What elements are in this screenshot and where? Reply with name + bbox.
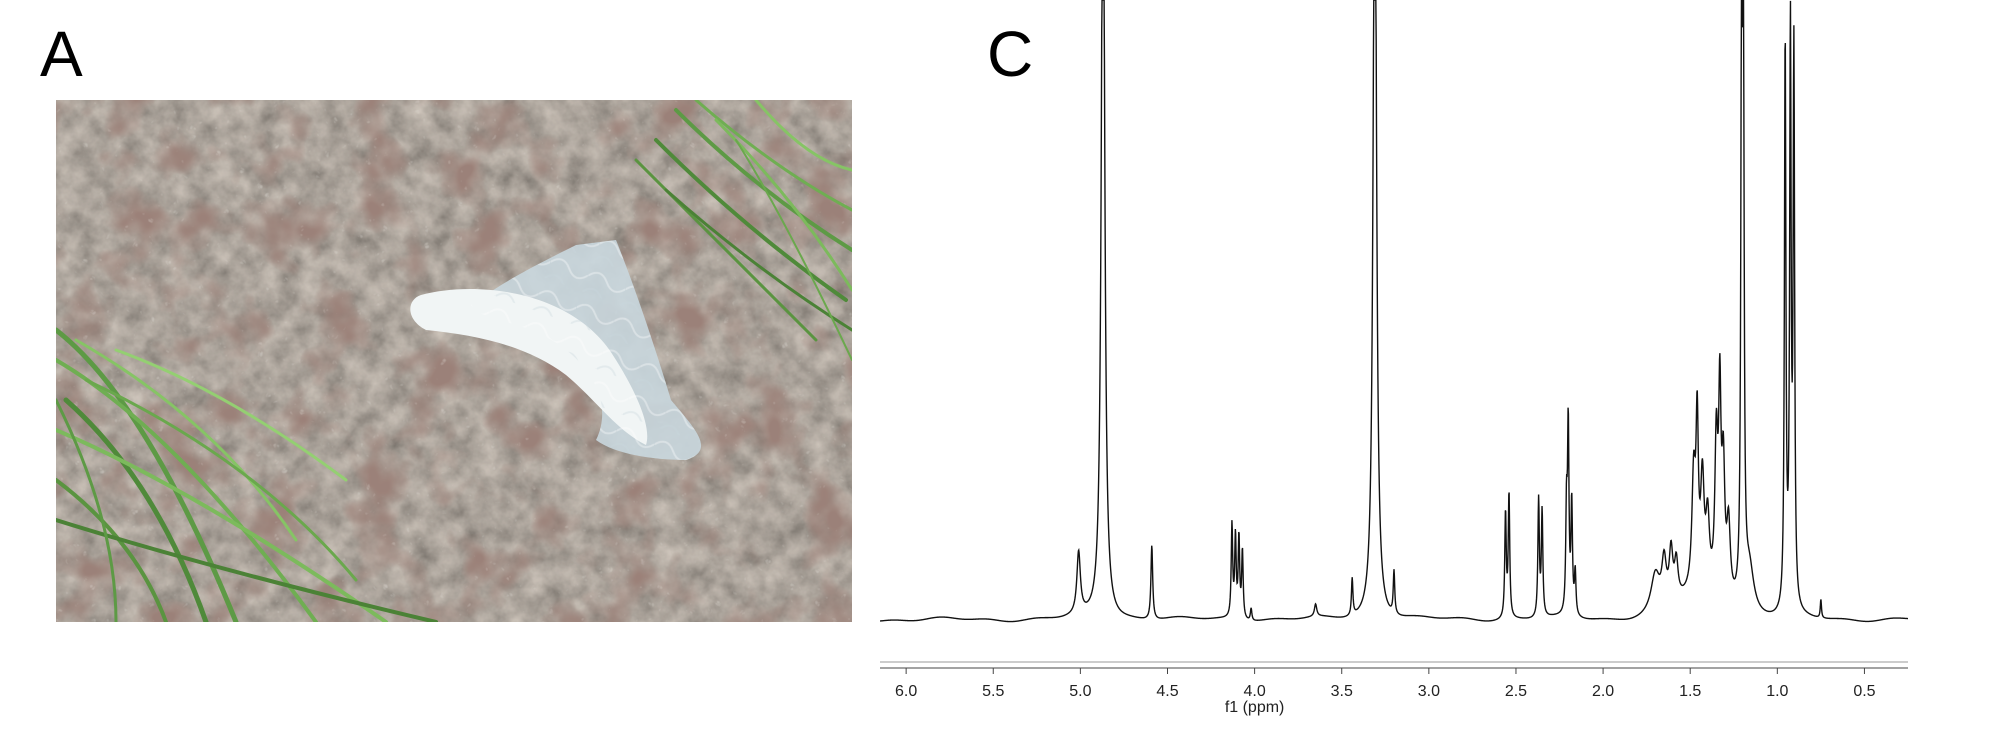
x-axis-label: f1 (ppm) [1225,699,1285,716]
panel-label-c: C [987,18,1034,90]
x-tick-label: 6.0 [895,683,917,700]
x-tick-label: 2.5 [1505,683,1527,700]
x-tick-label: 4.0 [1243,683,1265,700]
seagrass-bottom-left [56,327,438,622]
x-tick-label: 1.0 [1766,683,1788,700]
x-tick-label: 0.5 [1853,683,1875,700]
plastic-fragment [410,240,702,460]
x-tick-label: 5.5 [982,683,1004,700]
x-tick-label: 4.5 [1156,683,1178,700]
x-tick-label: 5.0 [1069,683,1091,700]
x-tick-label: 2.0 [1592,683,1614,700]
x-tick-label: 3.5 [1331,683,1353,700]
seagrass-top-right [634,100,852,361]
nmr-spectrum-chart: 6.0 5.5 5.0 4.5 4.0 3.5 3.0 2.5 2.0 1.5 1.0 0.5 f1 (… [880,0,1909,716]
x-tick-label: 1.5 [1679,683,1701,700]
nmr-spectrum-panel: 6.0 5.5 5.0 4.5 4.0 3.5 3.0 2.5 2.0 1.5 1.0 0.5 f1 (… [880,0,2004,730]
spectrum-line [880,0,1909,623]
seabed-plastic-photo [56,100,852,622]
panel-label-a: A [40,18,83,90]
x-tick-label: 3.0 [1418,683,1440,700]
photo-illustration [56,100,852,622]
